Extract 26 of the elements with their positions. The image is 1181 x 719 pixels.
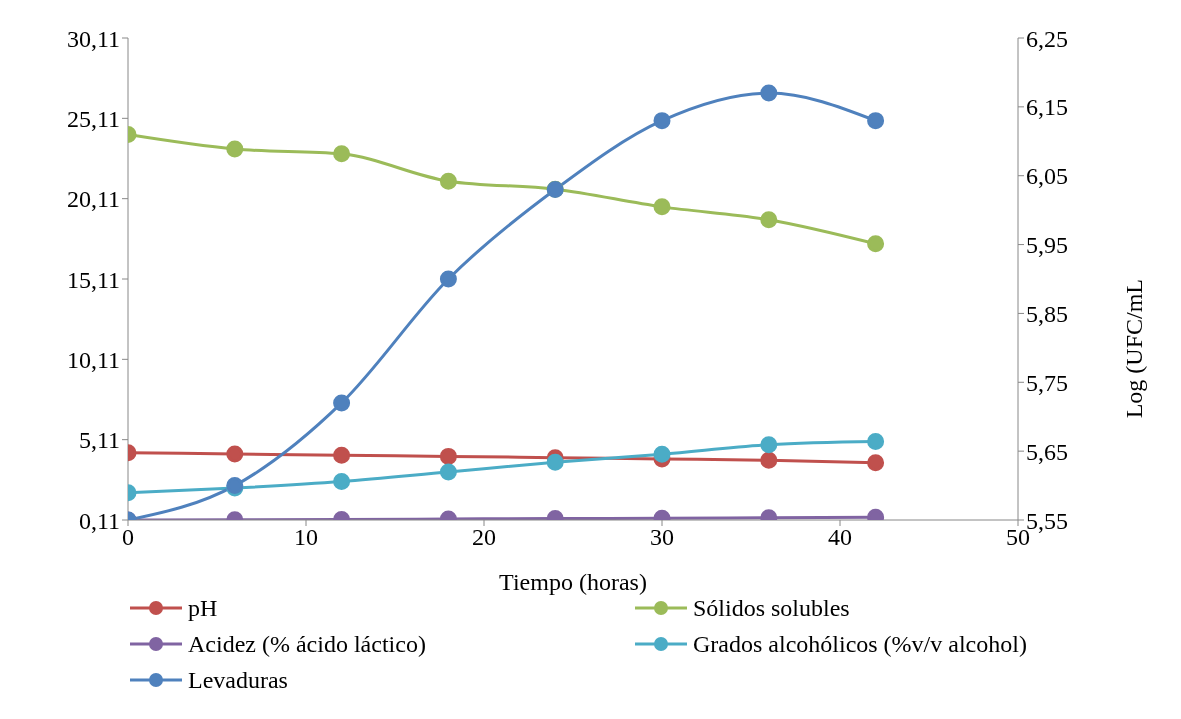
y-tick-label: 5,11 — [78, 427, 120, 454]
y2-tick-label: 5,85 — [1026, 300, 1068, 327]
y2-tick-label: 5,75 — [1026, 369, 1068, 396]
y2-tick-label: 6,05 — [1026, 163, 1068, 190]
y-tick-label: 30,11 — [66, 25, 120, 52]
x-axis-title: Tiempo (horas) — [499, 569, 647, 595]
x-tick-label: 0 — [122, 524, 134, 551]
y2-tick-label: 6,15 — [1026, 94, 1068, 121]
y-tick-label: 15,11 — [66, 266, 120, 293]
y-tick-label: 10,11 — [66, 346, 120, 373]
x-tick-label: 20 — [472, 524, 496, 551]
legend-label: pH — [188, 594, 218, 622]
x-tick-label: 30 — [650, 524, 674, 551]
y-tick-label: 25,11 — [66, 105, 120, 132]
x-tick-label: 40 — [828, 524, 852, 551]
legend-label: Levaduras — [188, 666, 288, 694]
y2-tick-label: 5,95 — [1026, 232, 1068, 259]
y-tick-label: 20,11 — [66, 186, 120, 213]
legend-label: Sólidos solubles — [693, 594, 850, 622]
x-tick-label: 10 — [294, 524, 318, 551]
y-tick-label: 0,11 — [78, 507, 120, 534]
legend-label: Grados alcohólicos (%v/v alcohol) — [693, 630, 1027, 658]
y2-tick-label: 5,65 — [1026, 438, 1068, 465]
y2-axis-title: Log (UFC/mL — [1120, 279, 1147, 419]
legend-label: Acidez (% ácido láctico) — [188, 630, 426, 658]
y2-tick-label: 6,25 — [1026, 25, 1068, 52]
